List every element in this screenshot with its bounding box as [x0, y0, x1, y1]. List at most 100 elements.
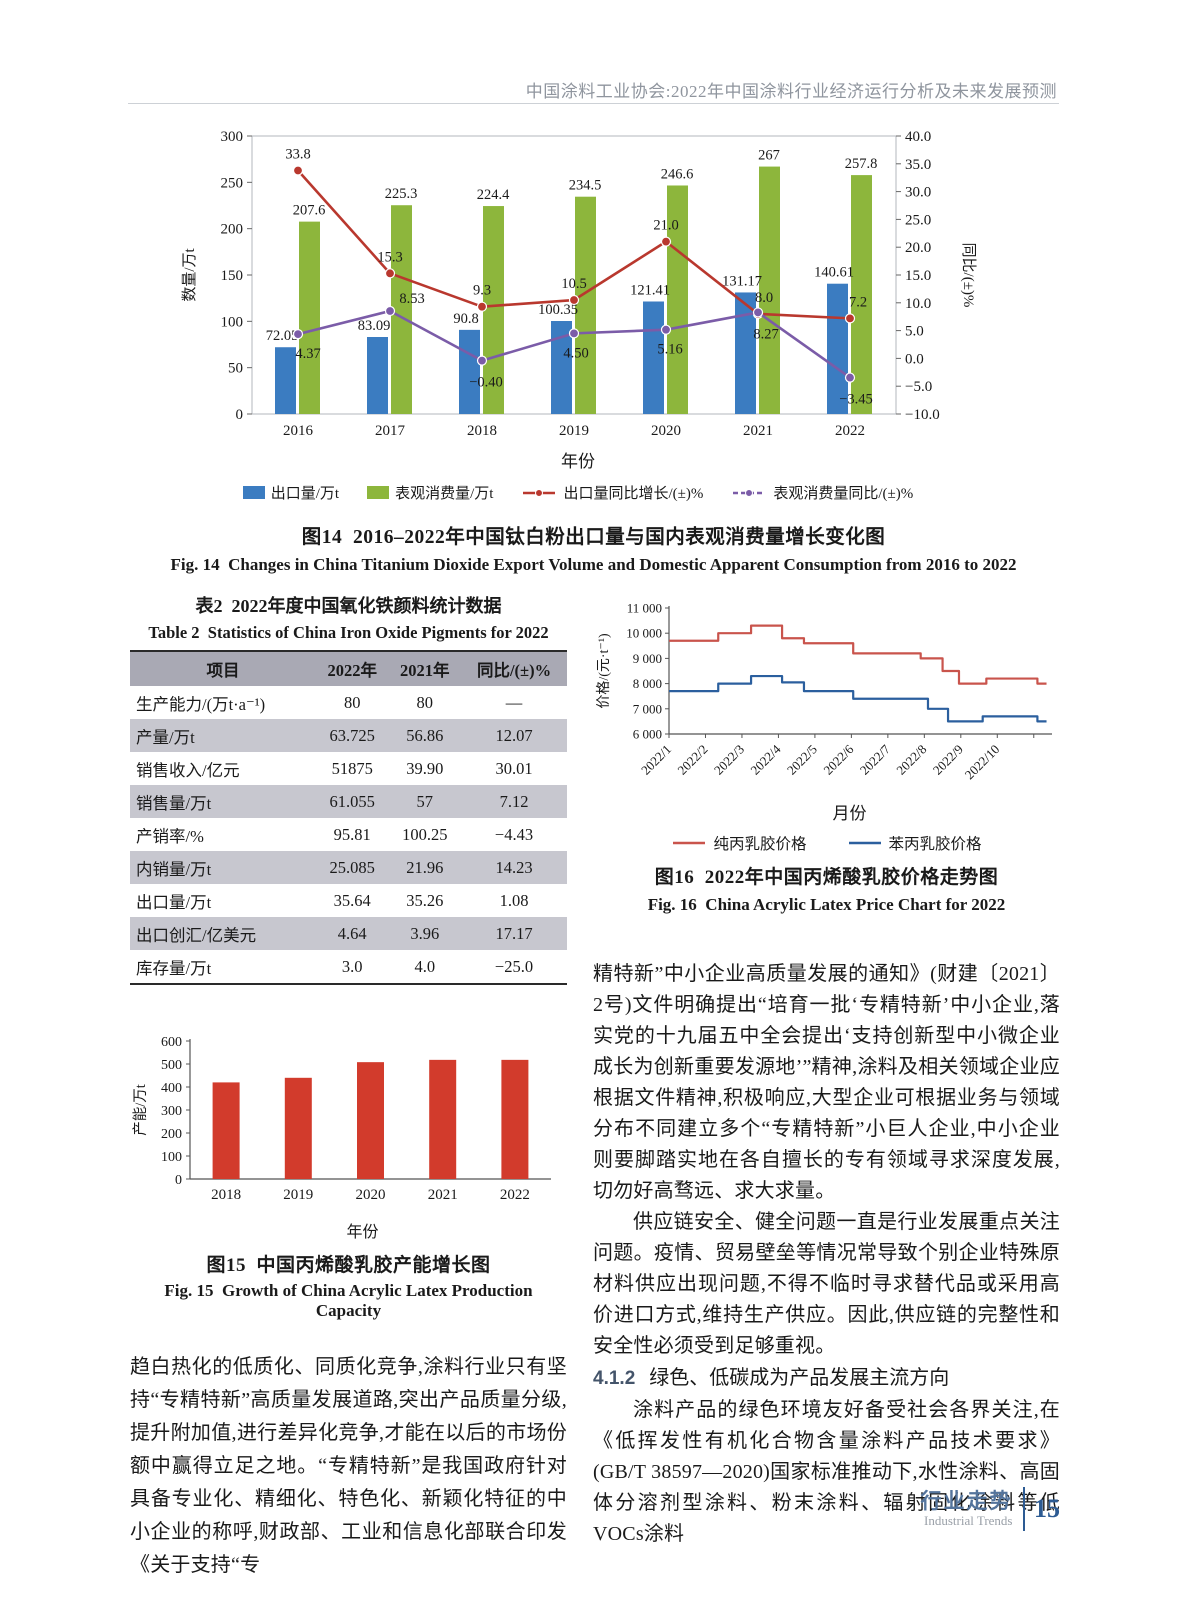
svg-text:300: 300	[161, 1104, 182, 1119]
svg-text:9 000: 9 000	[633, 651, 662, 666]
row-value: 4.0	[414, 956, 436, 976]
table-row: 产销率/% 95.81 100.25 −4.43	[130, 818, 567, 851]
svg-text:400: 400	[161, 1081, 182, 1096]
line-consumption-growth	[292, 305, 856, 383]
row-label: 产销率/%	[136, 826, 204, 846]
row-label: 内销量/万t	[130, 851, 316, 884]
svg-text:数量/万t: 数量/万t	[181, 248, 198, 302]
fig16-caption-en: Fig. 16 China Acrylic Latex Price Chart …	[647, 895, 1006, 914]
svg-text:267: 267	[758, 148, 780, 164]
svg-text:500: 500	[161, 1058, 182, 1073]
svg-text:0: 0	[236, 407, 244, 423]
svg-text:300: 300	[221, 129, 244, 145]
svg-text:4.50: 4.50	[563, 345, 588, 361]
svg-text:15.3: 15.3	[377, 249, 402, 265]
row-value: 39.90	[406, 758, 444, 778]
svg-text:121.41: 121.41	[630, 282, 670, 298]
svg-text:10 000: 10 000	[626, 626, 662, 641]
legend-item: 纯丙乳胶价格	[671, 832, 807, 854]
right-column: 6 000 7 000 8 000 9 000 10 000 11 000 2022/1 20…	[593, 592, 1060, 1550]
left-column: 表2 2022年度中国氧化铁颜料统计数据 Table 2 Statistics …	[130, 592, 567, 1582]
row-value: 35.26	[406, 890, 444, 910]
svg-text:2018: 2018	[211, 1187, 241, 1203]
row-value: 3.0	[341, 956, 363, 976]
legend-line-swatch	[523, 488, 556, 497]
running-header: 中国涂料工业协会:2022年中国涂料行业经济运行分析及未来发展预测	[525, 82, 1057, 101]
row-value: −4.43	[494, 824, 534, 844]
row-value: 4.64	[315, 917, 389, 950]
svg-text:8.0: 8.0	[755, 290, 773, 306]
row-value: 80	[416, 692, 434, 712]
table-header: 项目 2022年 2021年 同比/(±)%	[130, 651, 567, 686]
svg-text:2022/5: 2022/5	[784, 742, 820, 778]
legend-label: 出口量/万t	[270, 486, 340, 502]
fig14-caption-en: Fig. 14 Changes in China Titanium Dioxid…	[170, 555, 1017, 574]
fig16-chart: 6 000 7 000 8 000 9 000 10 000 11 000 2022/1 20…	[593, 598, 1060, 915]
svg-text:33.8: 33.8	[285, 146, 310, 162]
svg-text:246.6: 246.6	[661, 166, 694, 182]
svg-text:224.4: 224.4	[477, 187, 510, 203]
fig15-chart: 0 100 200 300 400 500 600 产能/万t 2018 2019 2020 2021…	[130, 1029, 567, 1321]
row-label: 出口创汇/亿美元	[130, 917, 316, 950]
svg-text:2022/7: 2022/7	[857, 741, 893, 777]
row-value: 95.81	[333, 824, 371, 844]
svg-text:产能/万t: 产能/万t	[132, 1084, 149, 1136]
svg-text:2022: 2022	[835, 423, 865, 439]
table-row: 销售收入/亿元 51875 39.90 30.01	[130, 752, 567, 785]
svg-text:2020: 2020	[651, 423, 681, 439]
left-paragraph: 趋白热化的低质化、同质化竞争,涂料行业只有坚持“专精特新”高质量发展道路,突出产…	[130, 1356, 567, 1576]
legend-label: 出口量同比增长/(±)%	[563, 486, 704, 502]
capacity-bar	[429, 1059, 457, 1179]
svg-text:21.0: 21.0	[653, 218, 678, 234]
fig14-chart: 0 50 100 150 200 250 300 40.0 35.0 30.0 25.0 20.0 15…	[178, 124, 978, 503]
svg-text:−3.45: −3.45	[839, 392, 873, 408]
svg-text:250: 250	[221, 175, 244, 191]
fig16-captions: 图16 2022年中国丙烯酸乳胶价格走势图 Fig. 16 China Acry…	[593, 862, 1060, 915]
svg-text:2021: 2021	[743, 423, 773, 439]
row-value: —	[505, 692, 523, 712]
section-heading-412: 4.1.2 绿色、低碳成为产品发展主流方向	[593, 1363, 1060, 1394]
svg-text:100: 100	[161, 1150, 182, 1165]
table-row: 内销量/万t 25.085 21.96 14.23	[130, 851, 567, 884]
svg-text:90.8: 90.8	[453, 311, 478, 327]
right-paragraph-3: 涂料产品的绿色环境友好备受社会各界关注,在《低挥发性有机化合物含量涂料产品技术要…	[593, 1399, 1060, 1545]
row-value: 51875	[331, 758, 373, 778]
header-rule	[128, 103, 1059, 104]
legend-item: 表观消费量/万t	[367, 482, 493, 503]
svg-text:150: 150	[221, 268, 244, 284]
svg-text:0: 0	[175, 1173, 182, 1188]
row-label: 库存量/万t	[136, 958, 212, 978]
svg-text:83.09: 83.09	[358, 318, 391, 334]
legend-label: 苯丙乳胶价格	[888, 836, 982, 853]
svg-text:2017: 2017	[375, 423, 406, 439]
svg-text:2022/9: 2022/9	[930, 742, 966, 778]
fig14-captions: 图14 2016–2022年中国钛白粉出口量与国内表观消费量增长变化图 Fig.…	[130, 520, 1057, 575]
legend-label: 表观消费量同比/(±)%	[773, 486, 914, 502]
svg-text:10.5: 10.5	[561, 276, 586, 292]
fig15-captions: 图15 中国丙烯酸乳胶产能增长图 Fig. 15 Growth of China…	[130, 1250, 567, 1321]
svg-text:2018: 2018	[467, 423, 497, 439]
fig14-caption-cn: 图14 2016–2022年中国钛白粉出口量与国内表观消费量增长变化图	[301, 527, 886, 548]
fig14-legend: 出口量/万t 表观消费量/万t 出口量同比增长/(±)% 表观消费量同比/(±)%	[178, 482, 978, 503]
svg-text:25.0: 25.0	[905, 212, 931, 228]
capacity-bar	[212, 1082, 240, 1179]
table-row: 产量/万t 63.725 56.86 12.07	[130, 719, 567, 752]
legend-item: 表观消费量同比/(±)%	[731, 482, 913, 503]
fig15-plot: 0 100 200 300 400 500 600 产能/万t 2018 2019 2020 2021…	[130, 1029, 567, 1216]
svg-text:7 000: 7 000	[633, 701, 662, 716]
fig15-x-axis-title: 年份	[346, 1224, 379, 1241]
svg-text:价格/(元·t⁻¹): 价格/(元·t⁻¹)	[596, 633, 612, 709]
svg-text:−5.0: −5.0	[905, 379, 932, 395]
svg-text:2022/4: 2022/4	[747, 741, 783, 777]
svg-text:131.17: 131.17	[722, 273, 762, 289]
svg-text:2022/8: 2022/8	[893, 742, 929, 778]
svg-text:20.0: 20.0	[905, 240, 931, 256]
capacity-bar	[357, 1062, 384, 1179]
table-row: 生产能力/(万t·a⁻¹) 80 80 —	[130, 686, 567, 719]
svg-text:40.0: 40.0	[905, 129, 931, 145]
column-header: 同比/(±)%	[461, 651, 567, 686]
row-value: 25.085	[315, 851, 389, 884]
fig14-x-axis-title: 年份	[561, 452, 595, 471]
section-title: 绿色、低碳成为产品发展主流方向	[649, 1367, 950, 1389]
